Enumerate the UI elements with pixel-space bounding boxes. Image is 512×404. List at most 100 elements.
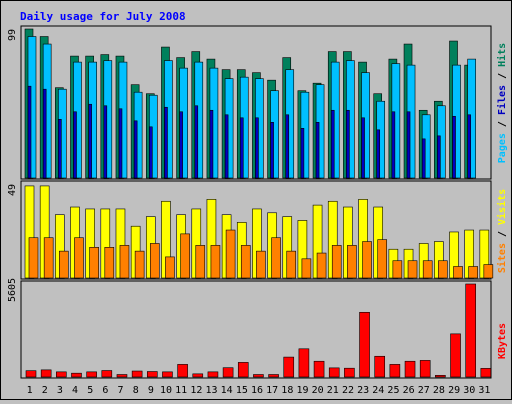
x-tick-label-30: 30 bbox=[463, 385, 475, 396]
bar-pages-day-23 bbox=[361, 117, 365, 179]
bar-sites-day-3 bbox=[59, 250, 69, 279]
x-tick-label-26: 26 bbox=[403, 385, 415, 396]
bar-kbytes-day-5 bbox=[86, 371, 97, 378]
bar-kbytes-day-15 bbox=[237, 362, 249, 378]
bar-kbytes-day-6 bbox=[101, 370, 113, 378]
bar-pages-day-11 bbox=[179, 111, 183, 179]
bar-sites-day-27 bbox=[422, 260, 433, 279]
bar-sites-day-2 bbox=[43, 237, 54, 279]
x-tick-label-27: 27 bbox=[418, 385, 430, 396]
bar-pages-day-10 bbox=[164, 106, 168, 179]
bar-sites-day-29 bbox=[453, 266, 463, 279]
bar-pages-day-28 bbox=[437, 135, 441, 179]
x-tick-label-6: 6 bbox=[102, 385, 108, 396]
bar-kbytes-day-17 bbox=[268, 374, 279, 378]
bar-kbytes-day-12 bbox=[192, 373, 204, 378]
x-tick-label-16: 16 bbox=[251, 385, 263, 396]
bar-pages-day-26 bbox=[406, 111, 411, 179]
bar-pages-day-20 bbox=[315, 122, 320, 179]
bar-kbytes-day-29 bbox=[450, 333, 461, 378]
x-tick-label-24: 24 bbox=[372, 385, 384, 396]
bar-kbytes-day-23 bbox=[359, 311, 370, 378]
bar-pages-day-21 bbox=[330, 109, 335, 179]
bar-kbytes-day-19 bbox=[298, 348, 310, 378]
panel-hits-files-pages-ymax-label: 99 bbox=[7, 29, 18, 41]
right-label-bottom: KBytes bbox=[497, 323, 508, 359]
x-tick-label-31: 31 bbox=[478, 385, 490, 396]
x-axis-ticks: 1 2 3 4 5 6 7 8 9 10 11 12 13 14 15 16 17 18 19 20 21 22 23 24 2… bbox=[27, 385, 491, 396]
bar-kbytes-day-24 bbox=[374, 355, 386, 378]
bar-pages-day-6 bbox=[103, 105, 108, 179]
bar-kbytes-day-10 bbox=[162, 371, 173, 378]
bar-sites-day-24 bbox=[377, 239, 388, 279]
bar-pages-day-25 bbox=[391, 111, 396, 179]
bar-pages-day-14 bbox=[224, 114, 229, 179]
x-tick-label-1: 1 bbox=[27, 385, 33, 396]
chart-title: Daily usage for July 2008 bbox=[20, 10, 186, 23]
bar-sites-day-9 bbox=[149, 243, 160, 279]
x-tick-label-8: 8 bbox=[133, 385, 139, 396]
bar-kbytes-day-27 bbox=[419, 360, 431, 378]
panel-kbytes: 5605 bbox=[7, 278, 492, 379]
bar-sites-day-30 bbox=[468, 266, 478, 279]
bar-kbytes-day-9 bbox=[146, 371, 158, 378]
right-label-top-part-2: Files bbox=[496, 85, 508, 115]
panel-hits-files-pages: 99 bbox=[7, 25, 492, 180]
right-label-middle-part-0: Sites bbox=[496, 243, 508, 273]
panel-kbytes-ymax-label: 5605 bbox=[7, 278, 18, 302]
bar-pages-day-4 bbox=[73, 111, 77, 179]
bar-pages-day-27 bbox=[421, 138, 426, 179]
right-label-middle-part-1: / bbox=[497, 225, 508, 243]
bar-sites-day-21 bbox=[331, 245, 342, 279]
right-label-top-part-4: Hits bbox=[496, 43, 508, 67]
x-tick-label-7: 7 bbox=[118, 385, 124, 396]
bar-kbytes-day-8 bbox=[131, 370, 143, 378]
x-tick-label-3: 3 bbox=[57, 385, 63, 396]
x-tick-label-13: 13 bbox=[205, 385, 217, 396]
bar-pages-day-22 bbox=[346, 109, 350, 179]
bar-kbytes-day-3 bbox=[56, 371, 67, 378]
bar-kbytes-day-22 bbox=[344, 367, 355, 378]
right-label-top: Pages / Files / Hits bbox=[496, 43, 508, 163]
bar-kbytes-day-26 bbox=[404, 360, 416, 378]
bar-pages-day-1 bbox=[27, 85, 32, 179]
bar-pages-day-17 bbox=[270, 122, 274, 179]
right-label-middle-part-2: Visits bbox=[496, 189, 508, 225]
bar-kbytes-day-20 bbox=[313, 360, 325, 378]
x-tick-label-21: 21 bbox=[327, 385, 339, 396]
bar-pages-day-3 bbox=[58, 119, 62, 179]
bar-kbytes-day-4 bbox=[71, 372, 82, 378]
x-tick-label-2: 2 bbox=[42, 385, 48, 396]
x-tick-label-18: 18 bbox=[281, 385, 293, 396]
bar-sites-day-4 bbox=[74, 237, 84, 279]
right-label-top-part-0: Pages bbox=[497, 133, 508, 163]
bar-pages-day-16 bbox=[255, 117, 259, 179]
right-label-top-part-1: / bbox=[497, 115, 508, 133]
bar-sites-day-22 bbox=[347, 245, 357, 279]
panel-visits-sites: 49 bbox=[7, 180, 494, 280]
bar-sites-day-28 bbox=[438, 260, 448, 279]
bar-pages-day-18 bbox=[285, 114, 290, 179]
x-tick-label-9: 9 bbox=[148, 385, 154, 396]
bar-sites-day-1 bbox=[28, 237, 39, 279]
bar-sites-day-5 bbox=[89, 247, 99, 279]
x-tick-label-10: 10 bbox=[160, 385, 172, 396]
bar-sites-day-26 bbox=[407, 260, 418, 279]
bar-pages-day-5 bbox=[88, 103, 92, 179]
bar-sites-day-25 bbox=[392, 260, 403, 279]
bar-sites-day-14 bbox=[225, 229, 236, 279]
bar-sites-day-10 bbox=[165, 256, 175, 279]
bar-kbytes-day-25 bbox=[389, 364, 401, 378]
bar-kbytes-day-14 bbox=[222, 367, 234, 378]
bar-kbytes-day-16 bbox=[253, 374, 264, 378]
right-label-middle: Sites / Visits bbox=[496, 189, 508, 273]
x-tick-label-14: 14 bbox=[221, 385, 233, 396]
x-tick-label-29: 29 bbox=[448, 385, 460, 396]
right-label-bottom-part-0: KBytes bbox=[497, 323, 508, 359]
x-tick-label-20: 20 bbox=[312, 385, 324, 396]
x-tick-label-11: 11 bbox=[175, 385, 187, 396]
bar-kbytes-day-11 bbox=[177, 364, 188, 378]
bar-sites-day-19 bbox=[301, 258, 312, 279]
x-tick-label-12: 12 bbox=[190, 385, 202, 396]
